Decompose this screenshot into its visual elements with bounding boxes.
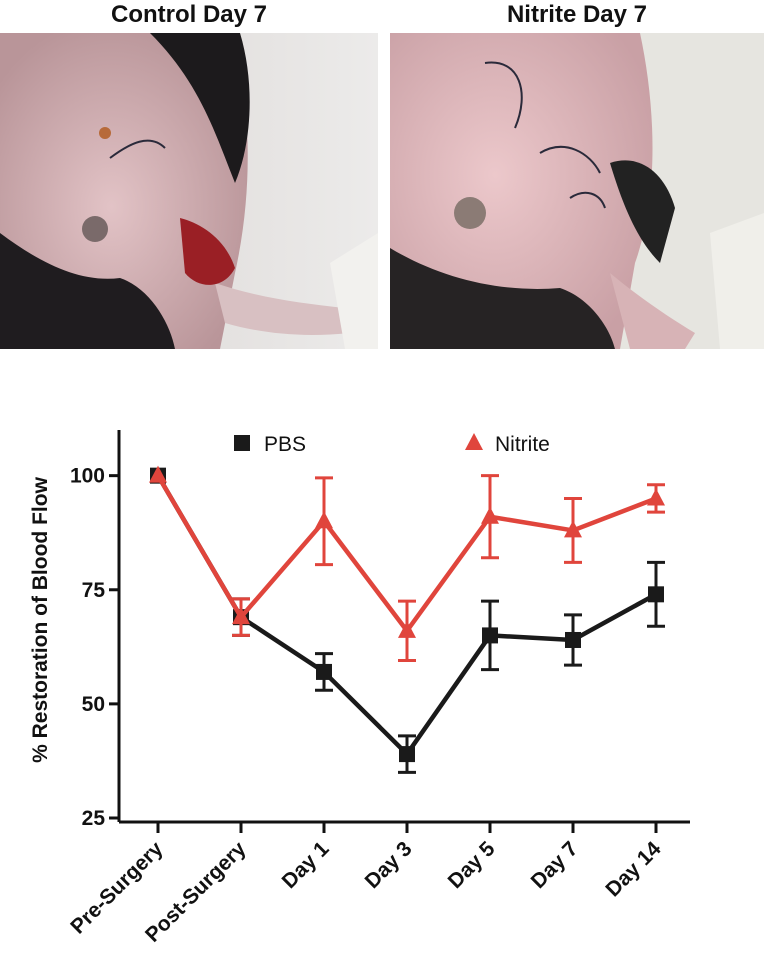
nitrite-point-3 <box>398 620 416 638</box>
y-tick-label-100: 100 <box>70 465 105 488</box>
legend-marker-nitrite <box>465 433 483 450</box>
control-photo-title: Control Day 7 <box>110 1 268 28</box>
nitrite-point-0 <box>149 465 167 483</box>
pbs-point-6 <box>648 586 664 603</box>
nitrite-point-5 <box>564 520 582 538</box>
x-tick-label-3: Day 3 <box>361 837 417 893</box>
legend-label-nitrite: Nitrite <box>495 433 550 456</box>
legend-label-pbs: PBS <box>264 433 306 456</box>
nitrite-day7-photo <box>390 33 764 349</box>
y-tick-label-50: 50 <box>82 693 105 716</box>
nitrite-point-1 <box>232 607 250 625</box>
nitrite-point-2 <box>315 511 333 529</box>
nitrite-point-4 <box>481 506 499 524</box>
x-tick-label-5: Day 7 <box>527 837 583 893</box>
control-day7-photo <box>0 33 378 349</box>
y-tick-label-25: 25 <box>82 807 106 830</box>
pbs-point-2 <box>316 663 332 680</box>
pbs-point-5 <box>565 631 581 648</box>
legend-marker-pbs <box>234 435 250 451</box>
x-tick-label-4: Day 5 <box>444 837 500 893</box>
x-tick-label-6: Day 14 <box>601 837 665 901</box>
y-axis-title: % Restoration of Blood Flow <box>29 476 52 762</box>
pbs-point-3 <box>399 746 415 763</box>
x-tick-label-2: Day 1 <box>278 837 334 893</box>
pbs-point-4 <box>482 627 498 644</box>
nitrite-point-6 <box>647 488 665 506</box>
y-tick-label-75: 75 <box>82 579 106 602</box>
nitrite-photo-title: Nitrite Day 7 <box>506 1 648 28</box>
